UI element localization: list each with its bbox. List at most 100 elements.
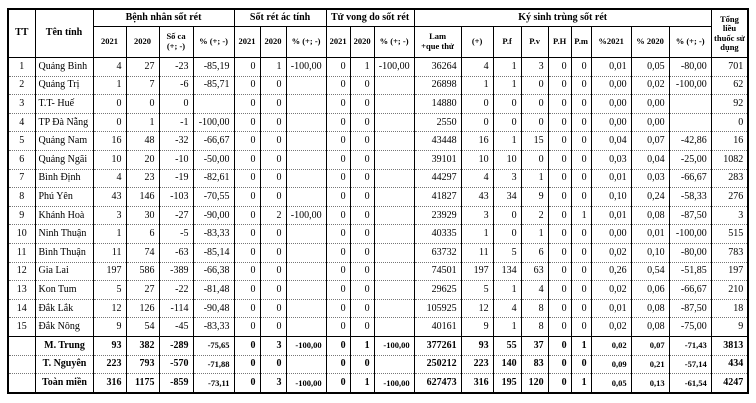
column-header: % (+; -) (373, 26, 415, 58)
cell: 1 (349, 336, 375, 356)
cell: 0 (547, 169, 572, 189)
cell: 1 (460, 224, 494, 244)
cell: 0 (460, 94, 494, 114)
cell: 4 (492, 299, 522, 319)
cell: 0 (710, 113, 749, 133)
cell (373, 131, 415, 151)
table-row: 8 Phú Yên 43 146 -103 -70,55 0 0 0 0 41827 43 34 9 0 0 0… (7, 187, 749, 207)
cell: 62 (710, 76, 749, 96)
cell: 134 (492, 262, 522, 282)
cell (285, 280, 327, 300)
cell: -42,86 (668, 131, 712, 151)
column-header-province: Tên tỉnh (34, 8, 94, 58)
cell: 3 (710, 206, 749, 226)
summary-row: T. Nguyên 223 793 -570 -71,88 0 0 0 0 250212 223 14… (7, 355, 749, 375)
cell: 0 (547, 224, 572, 244)
table-row: 13 Kon Tum 5 27 -22 -81,48 0 0 0 0 29625 5 1 4 0 0 0,02 0… (7, 280, 749, 300)
province-name: Bình Định (34, 169, 94, 189)
cell: 223 (460, 355, 494, 375)
cell: 105925 (413, 299, 462, 319)
cell: 0 (325, 150, 351, 170)
cell: 1 (570, 206, 592, 226)
cell: -66,67 (668, 280, 712, 300)
table-row: 12 Gia Lai 197 586 -389 -66,38 0 0 0 0 74501 197 134… (7, 262, 749, 282)
cell: 1 (349, 57, 375, 77)
row-number (7, 355, 36, 375)
cell: 1 (570, 336, 592, 356)
cell: 4 (92, 57, 127, 77)
cell: 1 (492, 76, 522, 96)
cell: 195 (492, 373, 522, 393)
cell: -81,48 (192, 280, 235, 300)
cell (373, 206, 415, 226)
cell: 11 (460, 243, 494, 263)
page: TT Tên tỉnh Bệnh nhân sốt rét Sốt rét ác… (7, 8, 750, 394)
cell: 1175 (125, 373, 160, 393)
cell: 0 (158, 94, 194, 114)
cell: 40161 (413, 317, 462, 337)
column-header: % (+; -) (668, 26, 712, 58)
cell: -27 (158, 206, 194, 226)
cell: 0 (233, 299, 261, 319)
cell: 0,02 (590, 336, 632, 356)
row-number: 4 (7, 113, 36, 133)
cell: 0 (233, 317, 261, 337)
cell (285, 262, 327, 282)
cell: 0 (570, 76, 592, 96)
cell: 0 (233, 187, 261, 207)
cell: 0 (492, 94, 522, 114)
cell: -58,33 (668, 187, 712, 207)
cell: 63 (520, 262, 549, 282)
cell: 0 (547, 262, 572, 282)
cell: 0 (547, 131, 572, 151)
cell: 5 (460, 280, 494, 300)
cell (668, 113, 712, 133)
cell: 0 (547, 113, 572, 133)
cell: 0 (233, 262, 261, 282)
province-name: Gia Lai (34, 262, 94, 282)
cell: 1 (492, 317, 522, 337)
cell: 0,01 (590, 57, 632, 77)
cell: 23 (125, 169, 160, 189)
cell: 4 (92, 169, 127, 189)
cell: 0 (547, 94, 572, 114)
cell: 0 (233, 113, 261, 133)
cell: -90,48 (192, 299, 235, 319)
cell: 0 (349, 76, 375, 96)
cell: 0,00 (630, 113, 670, 133)
cell: -1 (158, 113, 194, 133)
cell: 43448 (413, 131, 462, 151)
cell: 0 (325, 113, 351, 133)
cell: -100,00 (192, 113, 235, 133)
cell: 0,00 (590, 76, 632, 96)
cell: 0 (349, 131, 375, 151)
cell: 0,00 (590, 113, 632, 133)
cell: -389 (158, 262, 194, 282)
cell: 1 (492, 280, 522, 300)
cell: 0 (570, 113, 592, 133)
cell: -100,00 (668, 224, 712, 244)
cell: 0 (325, 224, 351, 244)
row-number: 14 (7, 299, 36, 319)
cell: 0 (547, 373, 572, 393)
cell: 9 (520, 187, 549, 207)
cell: -80,00 (668, 57, 712, 77)
cell: 0 (125, 94, 160, 114)
cell: 0,54 (630, 262, 670, 282)
cell: 377261 (413, 336, 462, 356)
cell: 6 (520, 243, 549, 263)
cell: 0 (349, 317, 375, 337)
cell: -570 (158, 355, 194, 375)
column-header: P.f (492, 26, 522, 58)
cell: 40335 (413, 224, 462, 244)
cell (285, 76, 327, 96)
column-header: % (+; -) (192, 26, 235, 58)
cell: 0 (325, 76, 351, 96)
group-header-severe: Sốt rét ác tính (233, 8, 327, 27)
cell: 3 (259, 336, 287, 356)
cell: -10 (158, 150, 194, 170)
cell: 0 (570, 169, 592, 189)
cell: 0,00 (630, 94, 670, 114)
cell: 316 (92, 373, 127, 393)
group-header-patients: Bệnh nhân sốt rét (92, 8, 235, 27)
